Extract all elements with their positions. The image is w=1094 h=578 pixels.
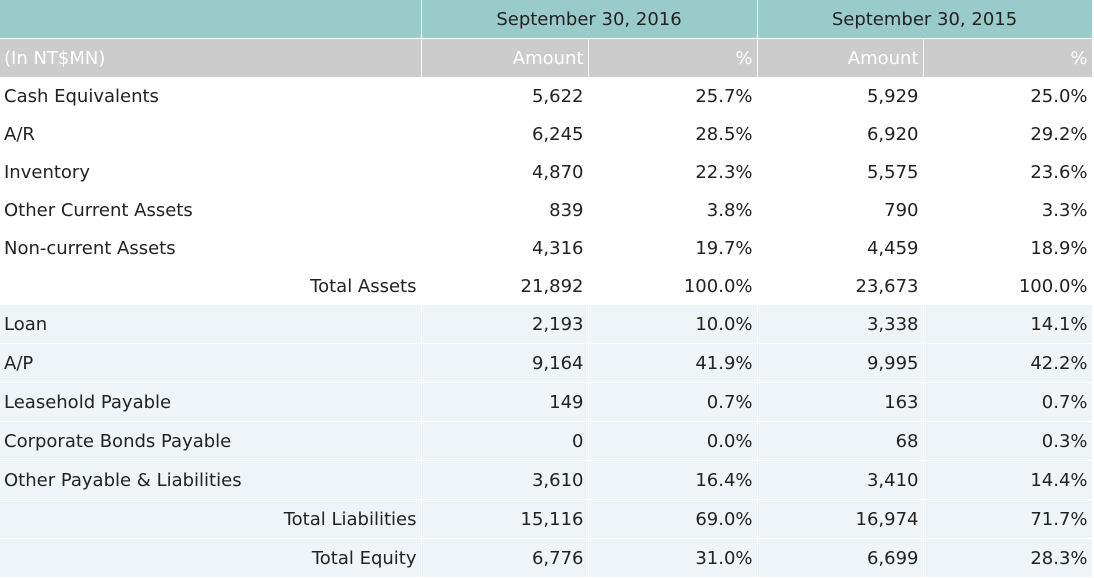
table-row: Leasehold Payable 149 0.7% 163 0.7%: [0, 382, 1093, 422]
pct-2015: 100.0%: [923, 267, 1093, 305]
pct-2016: 41.9%: [588, 343, 758, 383]
pct-2015: 28.3%: [923, 538, 1093, 578]
amount-2015: 9,995: [757, 343, 924, 383]
amount-2015: 16,974: [757, 499, 924, 539]
table-row: A/R 6,245 28.5% 6,920 29.2%: [0, 115, 1093, 153]
amount-2016: 15,116: [421, 499, 589, 539]
table-row: Corporate Bonds Payable 0 0.0% 68 0.3%: [0, 421, 1093, 461]
row-label: Cash Equivalents: [0, 77, 422, 115]
pct-2016: 19.7%: [588, 229, 758, 267]
amount-2016: 839: [421, 191, 589, 229]
amount-2015: 23,673: [757, 267, 924, 305]
header-blank-cell: [0, 0, 422, 39]
row-label: Corporate Bonds Payable: [0, 421, 422, 461]
pct-2015: 29.2%: [923, 115, 1093, 153]
amount-2015: 6,699: [757, 538, 924, 578]
amount-2016: 0: [421, 421, 589, 461]
total-assets-row: Total Assets 21,892 100.0% 23,673 100.0%: [0, 267, 1093, 305]
amount-header-2015: Amount: [757, 38, 924, 77]
amount-2015: 6,920: [757, 115, 924, 153]
table-row: Cash Equivalents 5,622 25.7% 5,929 25.0%: [0, 77, 1093, 115]
pct-2016: 10.0%: [588, 305, 758, 344]
row-label: Total Equity: [0, 538, 422, 578]
amount-2016: 9,164: [421, 343, 589, 383]
table-row: Loan 2,193 10.0% 3,338 14.1%: [0, 305, 1093, 344]
row-label: A/P: [0, 343, 422, 383]
amount-2015: 3,410: [757, 460, 924, 500]
table-row: Other Payable & Liabilities 3,610 16.4% …: [0, 460, 1093, 500]
row-label: Other Current Assets: [0, 191, 422, 229]
row-label: Total Assets: [0, 267, 422, 305]
pct-2015: 0.7%: [923, 382, 1093, 422]
amount-2016: 2,193: [421, 305, 589, 344]
period-header-2016: September 30, 2016: [421, 0, 758, 39]
amount-2015: 790: [757, 191, 924, 229]
pct-2015: 14.1%: [923, 305, 1093, 344]
amount-2015: 3,338: [757, 305, 924, 344]
amount-2016: 4,870: [421, 153, 589, 191]
period-header-row: September 30, 2016 September 30, 2015: [0, 0, 1093, 39]
pct-header-2015: %: [923, 38, 1093, 77]
pct-2015: 42.2%: [923, 343, 1093, 383]
row-label: Total Liabilities: [0, 499, 422, 539]
amount-2016: 149: [421, 382, 589, 422]
pct-2016: 100.0%: [588, 267, 758, 305]
pct-2016: 0.7%: [588, 382, 758, 422]
pct-2016: 31.0%: [588, 538, 758, 578]
period-header-2015: September 30, 2015: [757, 0, 1093, 39]
amount-2016: 21,892: [421, 267, 589, 305]
amount-2016: 4,316: [421, 229, 589, 267]
amount-2016: 6,245: [421, 115, 589, 153]
pct-header-2016: %: [588, 38, 758, 77]
row-label: A/R: [0, 115, 422, 153]
pct-2015: 25.0%: [923, 77, 1093, 115]
amount-2015: 68: [757, 421, 924, 461]
row-label: Leasehold Payable: [0, 382, 422, 422]
pct-2016: 16.4%: [588, 460, 758, 500]
amount-2016: 5,622: [421, 77, 589, 115]
table-row: Inventory 4,870 22.3% 5,575 23.6%: [0, 153, 1093, 191]
pct-2016: 0.0%: [588, 421, 758, 461]
pct-2015: 71.7%: [923, 499, 1093, 539]
pct-2016: 3.8%: [588, 191, 758, 229]
pct-2016: 22.3%: [588, 153, 758, 191]
amount-header-2016: Amount: [421, 38, 589, 77]
amount-2015: 163: [757, 382, 924, 422]
pct-2016: 25.7%: [588, 77, 758, 115]
pct-2015: 14.4%: [923, 460, 1093, 500]
amount-2016: 6,776: [421, 538, 589, 578]
pct-2015: 0.3%: [923, 421, 1093, 461]
amount-2015: 4,459: [757, 229, 924, 267]
table-row: Other Current Assets 839 3.8% 790 3.3%: [0, 191, 1093, 229]
amount-2015: 5,929: [757, 77, 924, 115]
amount-2016: 3,610: [421, 460, 589, 500]
pct-2015: 3.3%: [923, 191, 1093, 229]
table-row: Non-current Assets 4,316 19.7% 4,459 18.…: [0, 229, 1093, 267]
row-label: Non-current Assets: [0, 229, 422, 267]
total-liabilities-row: Total Liabilities 15,116 69.0% 16,974 71…: [0, 499, 1093, 539]
pct-2016: 69.0%: [588, 499, 758, 539]
row-label: Other Payable & Liabilities: [0, 460, 422, 500]
total-equity-row: Total Equity 6,776 31.0% 6,699 28.3%: [0, 538, 1093, 578]
pct-2016: 28.5%: [588, 115, 758, 153]
row-label: Loan: [0, 305, 422, 344]
pct-2015: 18.9%: [923, 229, 1093, 267]
row-label: Inventory: [0, 153, 422, 191]
unit-label: (In NT$MN): [0, 38, 422, 77]
column-header-row: (In NT$MN) Amount % Amount %: [0, 38, 1093, 77]
amount-2015: 5,575: [757, 153, 924, 191]
pct-2015: 23.6%: [923, 153, 1093, 191]
table-row: A/P 9,164 41.9% 9,995 42.2%: [0, 343, 1093, 383]
